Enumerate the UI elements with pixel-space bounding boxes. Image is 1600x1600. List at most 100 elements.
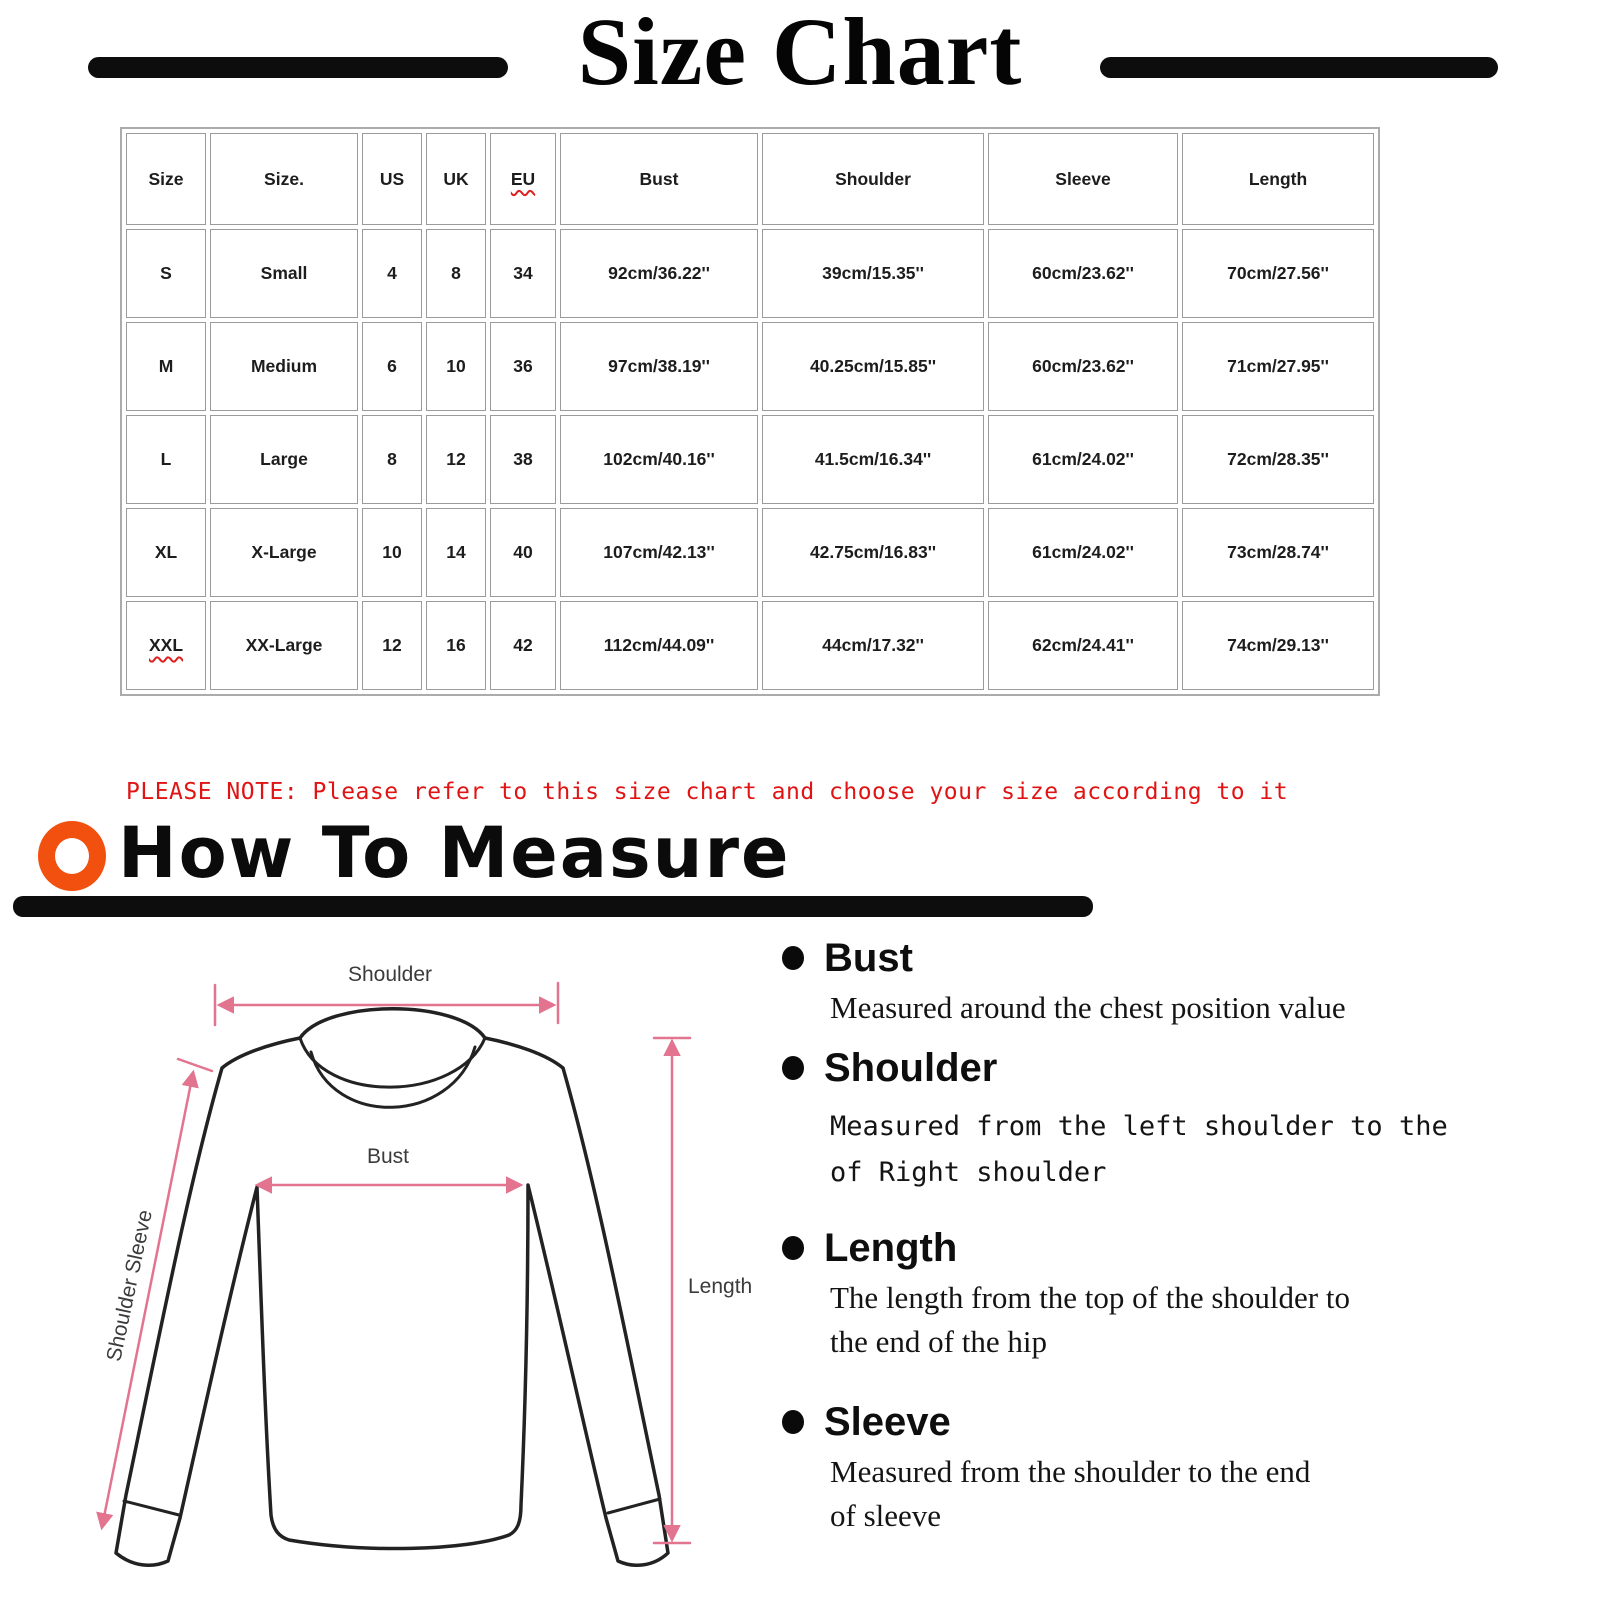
guide-desc-line: The length from the top of the shoulder … — [830, 1280, 1350, 1315]
cell-text: 97cm/38.19'' — [608, 356, 710, 376]
table-cell: 73cm/28.74'' — [1182, 508, 1374, 597]
cell-text: 38 — [513, 449, 533, 469]
cell-text: Medium — [250, 356, 318, 376]
table-cell: 14 — [426, 508, 486, 597]
table-cell: 42.75cm/16.83'' — [762, 508, 984, 597]
cell-text: 14 — [446, 542, 466, 562]
table-cell: 102cm/40.16'' — [560, 415, 758, 504]
header-us: US — [362, 133, 422, 225]
table-cell: 36 — [490, 322, 556, 411]
table-cell: 74cm/29.13'' — [1182, 601, 1374, 690]
table-cell: 42 — [490, 601, 556, 690]
cell-text: 102cm/40.16'' — [603, 449, 715, 469]
cell-text: 42 — [513, 635, 533, 655]
cell-text: 12 — [446, 449, 466, 469]
diagram-shoulder-label: Shoulder — [348, 963, 432, 986]
table-cell: 107cm/42.13'' — [560, 508, 758, 597]
cell-text: 74cm/29.13'' — [1227, 635, 1329, 655]
header-sleeve: Sleeve — [988, 133, 1178, 225]
table-cell: 10 — [362, 508, 422, 597]
cell-text: 8 — [387, 449, 397, 469]
guide-desc-line: Measured around the chest position value — [830, 990, 1346, 1025]
table-cell: 12 — [426, 415, 486, 504]
cell-text: 12 — [382, 635, 402, 655]
table-row: XXL XX-Large 12 16 42 112cm/44.09'' 44cm/17.32… — [126, 601, 1374, 690]
header-label: Size — [148, 168, 184, 189]
please-note-text: PLEASE NOTE: Please refer to this size c… — [126, 779, 1289, 805]
cell-text: Large — [260, 449, 308, 469]
cell-text: 4 — [387, 263, 397, 283]
table-row: M Medium 6 10 36 97cm/38.19'' 40.25cm/15.85'' 6… — [126, 322, 1374, 411]
table-cell: 61cm/24.02'' — [988, 508, 1178, 597]
table-cell: M — [126, 322, 206, 411]
table-cell: 39cm/15.35'' — [762, 229, 984, 318]
guide-desc-line: of Right shoulder — [830, 1157, 1107, 1188]
header-size: Size — [126, 133, 206, 225]
heading-underline-bar — [13, 896, 1093, 917]
guide-item-shoulder: Shoulder Measured from the left shoulder… — [782, 1044, 1502, 1196]
title-rule-left — [88, 57, 508, 78]
cell-text: 73cm/28.74'' — [1227, 542, 1329, 562]
cell-text: 40 — [513, 542, 533, 562]
cell-text: S — [160, 263, 172, 283]
size-chart-table: Size Size. US UK EU Bust Shoulder Sleeve… — [120, 127, 1380, 696]
cell-text: 60cm/23.62'' — [1032, 356, 1134, 376]
guide-term: Sleeve — [824, 1400, 951, 1444]
table-cell: S — [126, 229, 206, 318]
table-cell: XL — [126, 508, 206, 597]
table-cell: Medium — [210, 322, 358, 411]
cell-text: 61cm/24.02'' — [1032, 542, 1134, 562]
header-label: US — [379, 168, 405, 189]
cell-text: 39cm/15.35'' — [822, 263, 924, 283]
cell-text: Small — [260, 263, 308, 283]
table-cell: X-Large — [210, 508, 358, 597]
table-row: S Small 4 8 34 92cm/36.22'' 39cm/15.35'' 60cm/2… — [126, 229, 1374, 318]
table-header-row: Size Size. US UK EU Bust Shoulder Sleeve… — [126, 133, 1374, 225]
guide-term: Bust — [824, 936, 913, 980]
bullet-icon — [782, 1056, 804, 1080]
table-cell: 8 — [426, 229, 486, 318]
size-chart-table-wrap: Size Size. US UK EU Bust Shoulder Sleeve… — [120, 127, 1380, 696]
how-to-measure-heading: How To Measure — [118, 812, 791, 894]
guide-desc-line: Measured from the left shoulder to the — [830, 1111, 1448, 1142]
diagram-shoulder-sleeve-label: Shoulder Sleeve — [102, 1208, 157, 1364]
cell-text: XL — [154, 542, 178, 562]
cell-text: 10 — [446, 356, 466, 376]
header-shoulder: Shoulder — [762, 133, 984, 225]
table-cell: 38 — [490, 415, 556, 504]
size-table-body: S Small 4 8 34 92cm/36.22'' 39cm/15.35'' 60cm/2… — [126, 229, 1374, 690]
shoulder-sleeve-arrow — [96, 1069, 199, 1531]
guide-item-length: Length The length from the top of the sh… — [782, 1224, 1502, 1364]
cell-text: 40.25cm/15.85'' — [809, 356, 937, 376]
cell-text: 60cm/23.62'' — [1032, 263, 1134, 283]
table-cell: 44cm/17.32'' — [762, 601, 984, 690]
diagram-bust-label: Bust — [367, 1145, 409, 1168]
bullet-icon — [782, 946, 804, 970]
table-cell: 40 — [490, 508, 556, 597]
table-row: L Large 8 12 38 102cm/40.16'' 41.5cm/16.34'' 61… — [126, 415, 1374, 504]
table-cell: 112cm/44.09'' — [560, 601, 758, 690]
guide-item-bust: Bust Measured around the chest position … — [782, 934, 1502, 1030]
collar-inner-line — [309, 1045, 477, 1109]
header-label: EU — [510, 168, 536, 189]
table-cell: Small — [210, 229, 358, 318]
header-eu: EU — [490, 133, 556, 225]
header-label: UK — [443, 168, 469, 189]
cell-text: 70cm/27.56'' — [1227, 263, 1329, 283]
cell-text: 71cm/27.95'' — [1227, 356, 1329, 376]
cell-text: 61cm/24.02'' — [1032, 449, 1134, 469]
cell-text: 92cm/36.22'' — [608, 263, 710, 283]
table-cell: Large — [210, 415, 358, 504]
guide-desc-line: the end of the hip — [830, 1324, 1047, 1359]
table-cell: 60cm/23.62'' — [988, 322, 1178, 411]
cell-text: 107cm/42.13'' — [603, 542, 715, 562]
table-cell: 40.25cm/15.85'' — [762, 322, 984, 411]
table-cell: 16 — [426, 601, 486, 690]
cell-text: XXL — [148, 635, 184, 655]
cell-text: 10 — [382, 542, 402, 562]
page-title: Size Chart — [577, 0, 1023, 105]
table-cell: 70cm/27.56'' — [1182, 229, 1374, 318]
table-cell: 97cm/38.19'' — [560, 322, 758, 411]
cell-text: 8 — [451, 263, 461, 283]
table-cell: XX-Large — [210, 601, 358, 690]
